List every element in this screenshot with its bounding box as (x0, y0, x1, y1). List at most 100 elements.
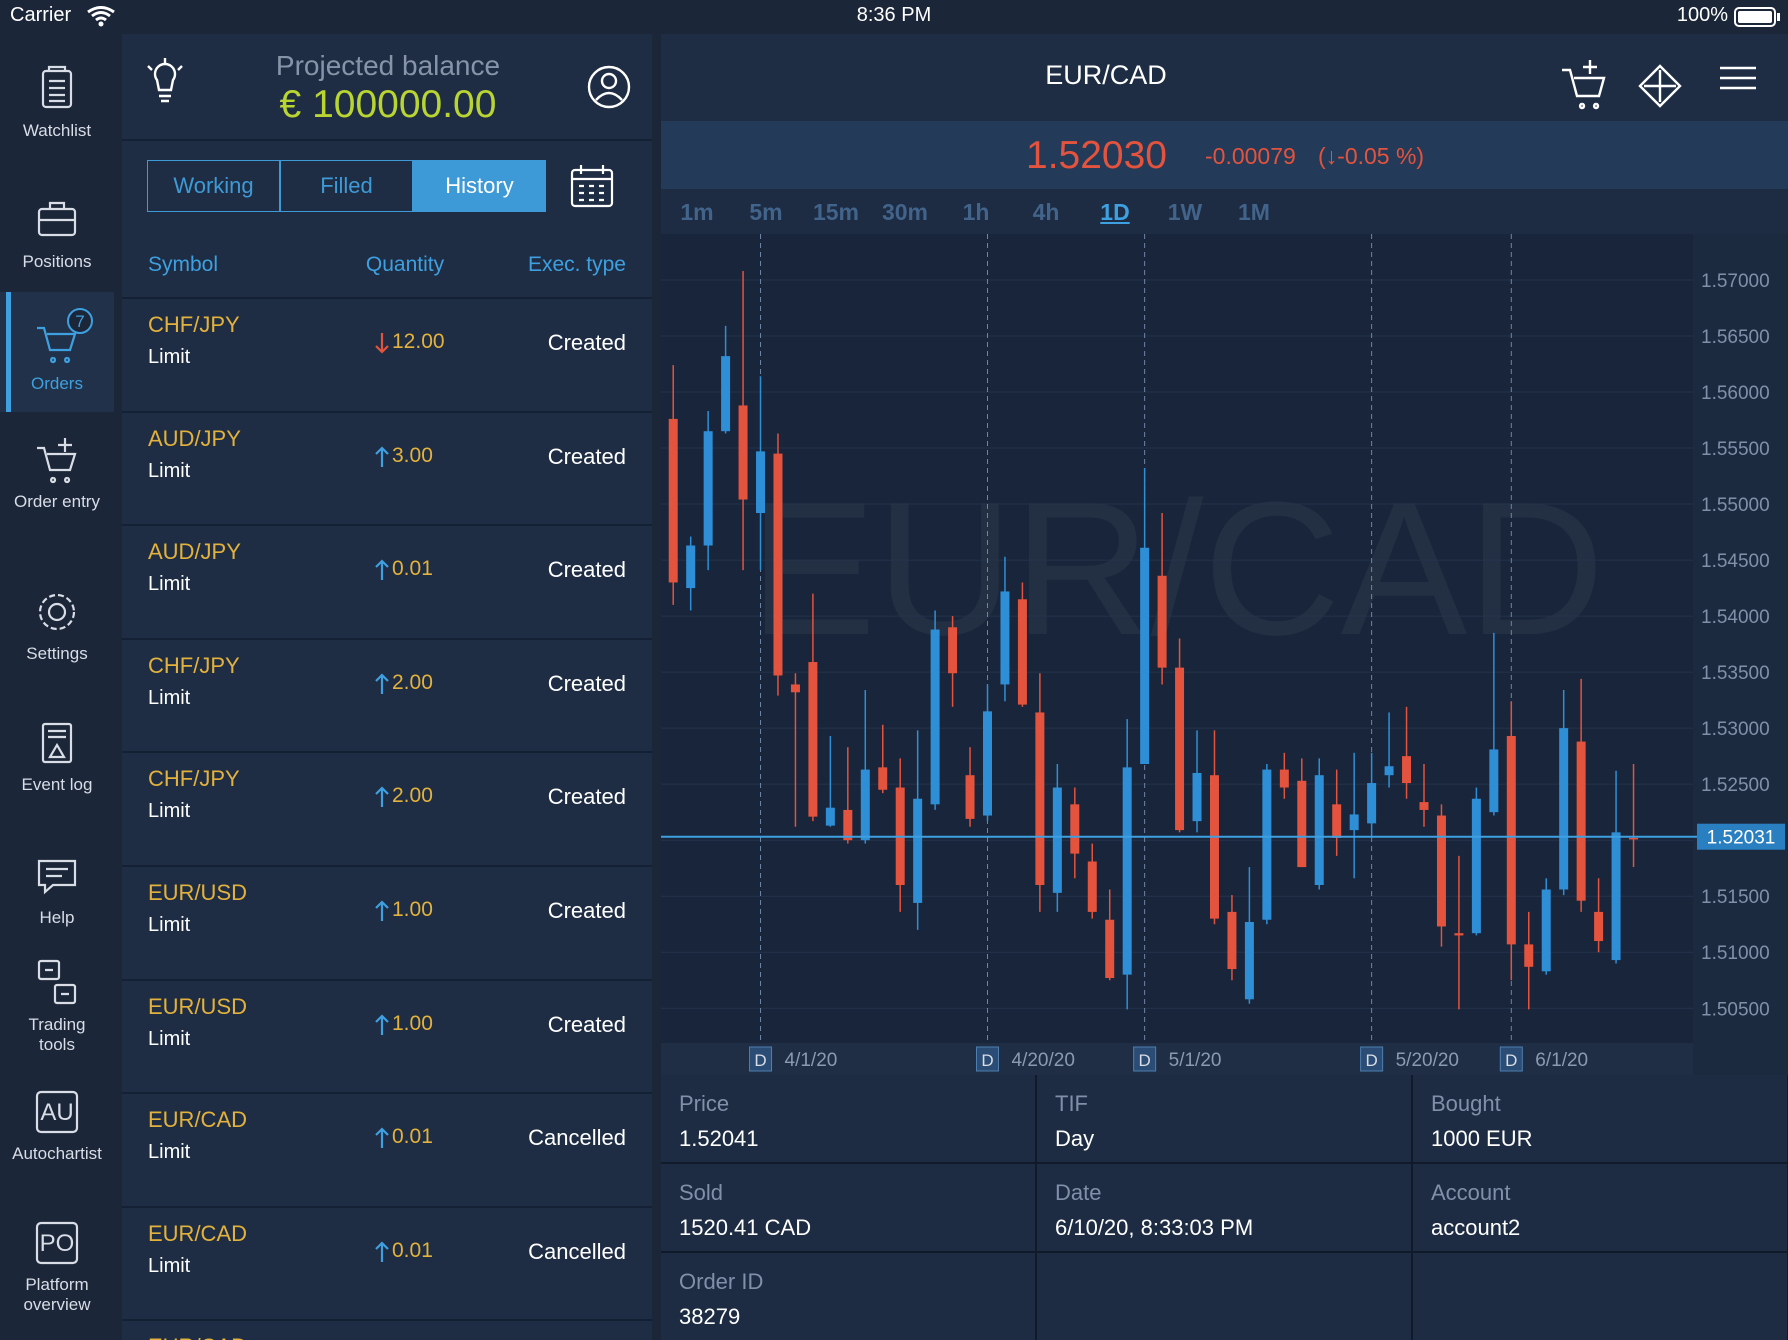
order-row[interactable]: AUD/JPY Limit 3.00 Created (122, 410, 652, 525)
order-row[interactable]: EUR/CAD Limit 0.01 Cancelled (122, 1205, 652, 1320)
icon-shape (53, 983, 77, 1005)
nav-label: Autochartist (12, 1144, 102, 1163)
candle-body (1035, 712, 1045, 886)
icon-glyph (35, 1090, 79, 1134)
order-type: Limit (148, 686, 191, 709)
icon-shape (37, 959, 61, 981)
nav-item[interactable]: 7 Orders (0, 292, 114, 412)
candle-body (913, 798, 923, 903)
icon-shape (47, 602, 67, 622)
nav-item[interactable]: Event log (0, 693, 114, 813)
tab[interactable]: Filled (280, 160, 413, 212)
order-quantity: 2.00 (392, 670, 433, 694)
nav-item[interactable]: Settings (0, 562, 114, 682)
candle-body (1489, 749, 1499, 813)
y-tick-label: 1.51000 (1701, 943, 1770, 964)
nav-label: Orders (31, 374, 83, 393)
chart-symbol: EUR/CAD (1045, 60, 1167, 90)
icon-glyph (37, 959, 77, 1005)
nav-item[interactable]: PO Platform overview (0, 1193, 114, 1333)
x-tick-label: 6/1/20 (1535, 1050, 1588, 1071)
col-header: Symbol (148, 253, 219, 276)
order-row[interactable]: CHF/JPY Limit 12.00 Created (122, 297, 652, 411)
order-row[interactable]: EUR/USD Limit 1.00 Created (122, 978, 652, 1093)
candle-body (1524, 944, 1534, 967)
nav-item[interactable]: Watchlist (0, 39, 114, 159)
detail-cell: Bought 1000 EUR (1413, 1075, 1788, 1164)
order-symbol: EUR/CAD (148, 1107, 248, 1133)
nav-icon: 7 (37, 308, 93, 364)
timeframe[interactable]: 5m (749, 199, 783, 225)
timeframe[interactable]: 1W (1167, 199, 1203, 225)
price-bar (661, 121, 1788, 189)
y-tick-label: 1.54000 (1701, 607, 1770, 628)
candle-body (860, 769, 870, 841)
arrow-shape (375, 446, 389, 467)
nav-item[interactable]: Trading tools (0, 933, 114, 1073)
order-row[interactable]: CHF/JPY Limit 2.00 Created (122, 637, 652, 752)
badge-count: 7 (75, 312, 84, 331)
detail-value: 6/10/20, 8:33:03 PM (1055, 1215, 1254, 1240)
icon-shape (37, 859, 77, 895)
calendar-button[interactable] (568, 162, 616, 210)
detail-label: Account (1431, 1180, 1511, 1205)
y-tick-label: 1.51500 (1701, 887, 1770, 908)
candle-body (1000, 591, 1010, 685)
timeframe[interactable]: 1D (1100, 199, 1130, 225)
nav-item[interactable]: AU Autochartist (0, 1062, 114, 1202)
direction-arrow (375, 446, 389, 467)
plot-background (661, 234, 1693, 1043)
candle-body (1629, 837, 1639, 840)
arrow-shape (375, 673, 389, 694)
arrow-shape (375, 559, 389, 581)
order-status: Created (547, 557, 626, 583)
timeframe[interactable]: 30m (881, 199, 929, 225)
candle-body (1052, 787, 1062, 893)
order-status: Cancelled (528, 1238, 626, 1264)
x-tick-label: 4/20/20 (1012, 1050, 1075, 1071)
order-quantity: 0.01 (392, 557, 433, 581)
order-row[interactable]: EUR/CAD Limit 0.01 Cancelled (122, 1092, 652, 1206)
direction-arrow (375, 1241, 389, 1262)
order-row[interactable]: CHF/JPY Limit 2.00 Created (122, 751, 652, 865)
timeframe[interactable]: 1h (962, 199, 990, 225)
timeframe[interactable]: 15m (812, 199, 860, 225)
header-divider (122, 139, 652, 141)
candle-body (930, 629, 940, 805)
y-tick-label: 1.53500 (1701, 663, 1770, 684)
order-row[interactable]: AUD/JPY Limit 0.01 Created (122, 524, 652, 638)
nav-active-bar (6, 292, 11, 412)
nav-item[interactable]: Order entry (0, 410, 114, 550)
detail-label: Date (1055, 1180, 1102, 1205)
icon-shape (35, 1221, 79, 1265)
nav-item[interactable]: Positions (0, 170, 114, 290)
timeframe[interactable]: 1m (680, 199, 714, 225)
icon-glyph (38, 593, 76, 631)
order-row[interactable]: EUR/USD Limit 1.00 Created (122, 865, 652, 979)
order-type: Limit (148, 914, 191, 936)
icon-glyph (37, 326, 77, 364)
candle-body (1262, 769, 1272, 920)
candle-body (1209, 775, 1219, 919)
candle-body (1105, 919, 1115, 979)
candle-body (1122, 767, 1132, 975)
arrow-shape (375, 1241, 389, 1262)
tab[interactable]: Working (147, 160, 280, 212)
current-price-box (1697, 823, 1785, 850)
order-row[interactable]: EUR/CAD (122, 1319, 652, 1340)
x-tick-label: 5/1/20 (1169, 1050, 1222, 1071)
date-badge-text: D (1505, 1051, 1517, 1070)
candle-body (1279, 769, 1289, 788)
nav-label: Order entry (14, 492, 100, 511)
candle-body (1402, 756, 1412, 784)
nav-item[interactable]: Help (0, 826, 114, 946)
timeframe[interactable]: 4h (1032, 199, 1060, 225)
order-status: Created (547, 670, 626, 696)
timeframe[interactable]: 1M (1238, 199, 1270, 225)
icon-text: PO (40, 1230, 75, 1257)
date-badge-text: D (981, 1051, 993, 1070)
tab[interactable]: History (413, 160, 546, 212)
arrow-shape (375, 900, 389, 921)
direction-arrow (375, 673, 389, 694)
